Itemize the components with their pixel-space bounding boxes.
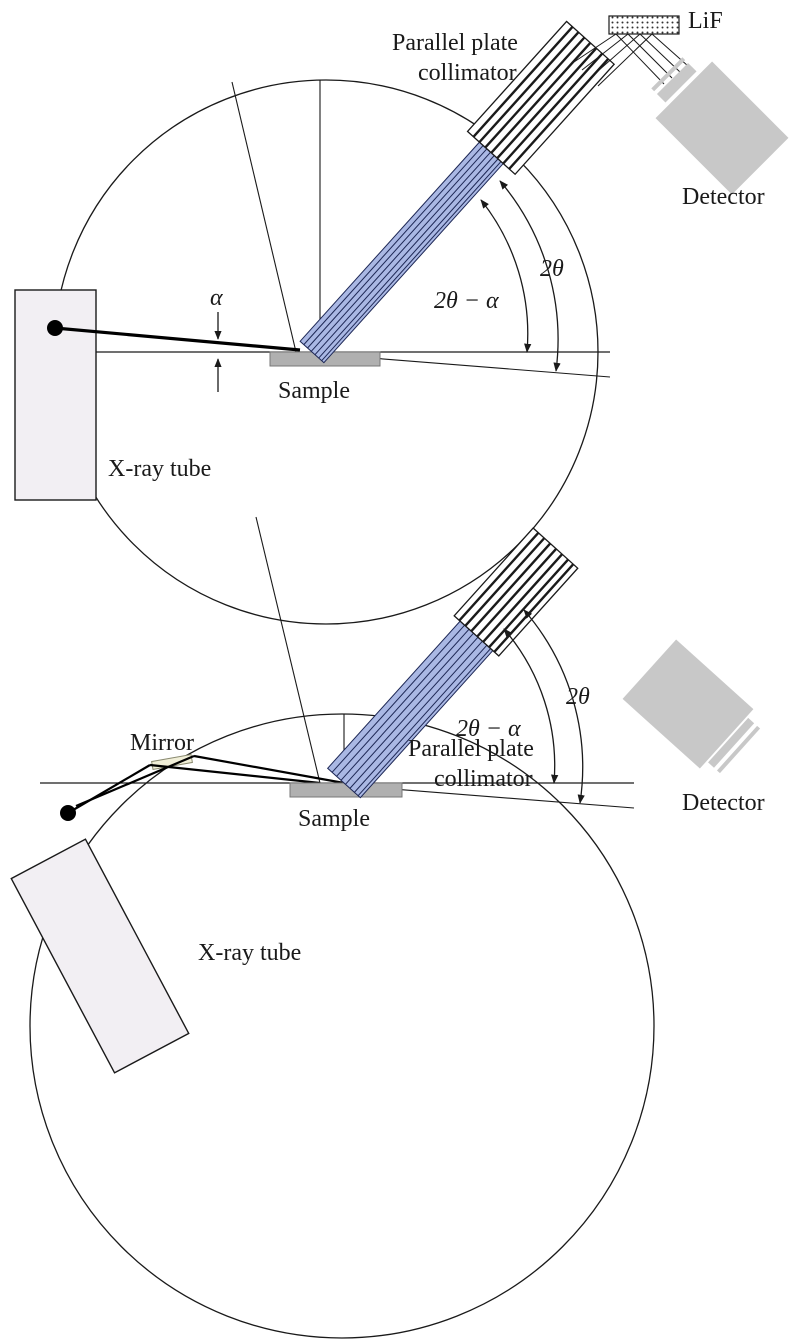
detector-label: Detector — [682, 790, 765, 816]
tilted-normal-line — [255, 516, 321, 784]
sample-label: Sample — [278, 378, 350, 404]
panel-top: Parallel plate collimator LiF Detector S… — [14, 8, 789, 625]
mirror-label: Mirror — [130, 730, 194, 756]
xray-tube — [10, 838, 190, 1074]
xray-tube-label: X-ray tube — [198, 940, 301, 966]
angle-label-2theta: 2θ — [540, 256, 564, 282]
collimator-label-line2: collimator — [434, 766, 533, 792]
mirror-beam-path — [67, 754, 345, 814]
detector — [651, 57, 789, 195]
angle-arc-2theta — [523, 609, 585, 804]
detector-label: Detector — [682, 184, 765, 210]
goniometer-circle — [29, 713, 655, 1339]
xray-tube-label: X-ray tube — [108, 456, 211, 482]
crystal-rays — [573, 33, 689, 87]
collimator-label-line2: collimator — [418, 60, 517, 86]
lif-label: LiF — [688, 8, 723, 34]
alpha-label: α — [210, 285, 223, 311]
incident-beam — [54, 326, 301, 352]
collimator-label-line1: Parallel plate — [392, 30, 518, 56]
sample-label: Sample — [298, 806, 370, 832]
collimator-label-line1: Parallel plate — [408, 736, 534, 762]
lif-crystal — [608, 15, 680, 35]
angle-label-2theta-minus-alpha: 2θ − α — [456, 716, 521, 742]
angle-label-2theta-minus-alpha: 2θ − α — [434, 288, 499, 314]
angle-arc-2theta-minus-alpha — [480, 199, 532, 353]
tilted-normal-line — [231, 81, 297, 353]
detector — [622, 639, 761, 774]
angle-arc-2theta — [499, 180, 561, 372]
panel-bottom: Parallel plate collimator Detector Mirro… — [10, 516, 765, 1339]
angle-label-2theta: 2θ — [566, 684, 590, 710]
